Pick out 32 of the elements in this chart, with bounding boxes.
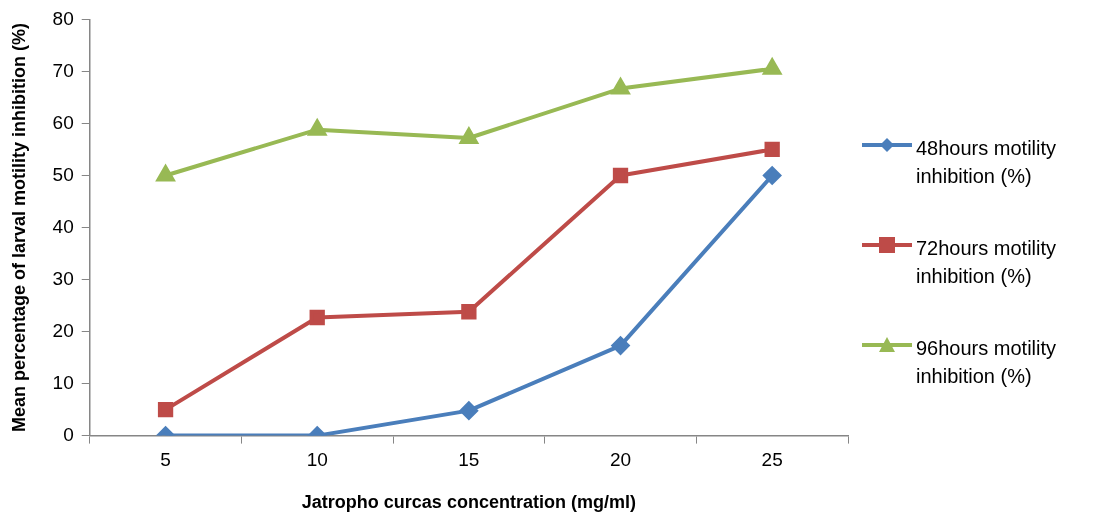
point — [461, 304, 477, 320]
y-axis-title: Mean percentage of larval motility inhibition (%) — [8, 22, 29, 433]
y-tick-label: 80 — [52, 7, 74, 29]
legend-label: 72hours motility inhibition (%) — [916, 235, 1058, 289]
point — [459, 128, 478, 145]
y-tick-label: 20 — [52, 319, 74, 341]
y-tick-label: 50 — [52, 163, 74, 185]
x-tick-label: 20 — [609, 449, 632, 471]
point — [459, 401, 478, 420]
point — [611, 336, 630, 355]
y-tick-label: 70 — [52, 59, 74, 81]
legend-label: 48hours motility inhibition (%) — [916, 135, 1058, 189]
point — [309, 309, 325, 326]
y-tick-label: 40 — [52, 215, 74, 237]
point — [157, 401, 174, 418]
point — [610, 76, 631, 95]
y-tick-label: 10 — [52, 371, 74, 393]
point — [761, 56, 783, 75]
point — [156, 165, 175, 182]
point — [612, 167, 629, 184]
y-tick-label: 60 — [52, 111, 74, 133]
x-tick-label: 15 — [458, 449, 480, 471]
point — [763, 166, 782, 185]
x-tick-label: 10 — [306, 449, 328, 471]
x-tick-label: 5 — [160, 449, 171, 471]
point — [764, 141, 780, 158]
x-axis-title: Jatropho curcas concentration (mg/ml) — [301, 492, 636, 513]
y-tick-label: 0 — [63, 423, 74, 445]
y-tick-label: 30 — [52, 267, 74, 289]
x-tick-label: 25 — [761, 449, 783, 471]
point — [307, 117, 328, 136]
legend-label: 96hours motility inhibition (%) — [916, 335, 1058, 389]
